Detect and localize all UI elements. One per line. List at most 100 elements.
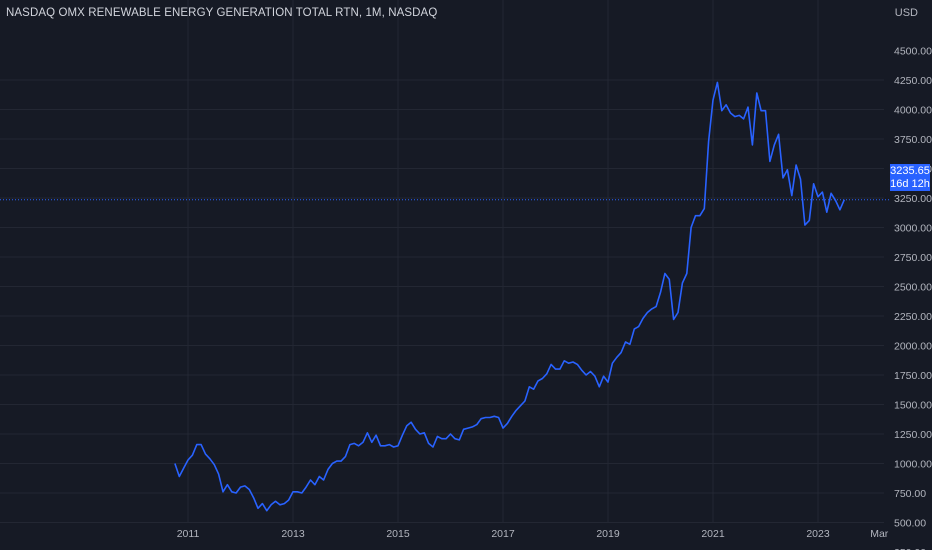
y-tick-label: 250.00 xyxy=(894,547,926,550)
y-tick-label: 4500.00 xyxy=(894,46,932,58)
data-point xyxy=(336,460,338,462)
y-tick-label: 3250.00 xyxy=(894,193,932,205)
data-point xyxy=(822,191,824,193)
data-point xyxy=(266,510,268,512)
data-point xyxy=(537,380,539,382)
data-point xyxy=(577,364,579,366)
axes: 250.00 500.00 750.00 1000.00 1250.00 1500.00 1… xyxy=(177,46,932,550)
data-point xyxy=(703,208,705,210)
data-point xyxy=(187,459,189,461)
data-point xyxy=(305,486,307,488)
data-point xyxy=(292,491,294,493)
data-point xyxy=(839,209,841,211)
data-point xyxy=(502,427,504,429)
data-point xyxy=(603,375,605,377)
data-point xyxy=(200,444,202,446)
y-tick-label: 2750.00 xyxy=(894,252,932,264)
data-point xyxy=(791,195,793,197)
data-point xyxy=(253,497,255,499)
data-point xyxy=(572,361,574,363)
last-price-value: 3235.65 xyxy=(890,165,930,177)
y-tick-label: 4250.00 xyxy=(894,75,932,87)
y-tick-label: 2000.00 xyxy=(894,341,932,353)
data-point xyxy=(555,368,557,370)
data-point xyxy=(419,433,421,435)
data-point xyxy=(752,144,754,146)
data-point xyxy=(240,486,242,488)
data-point xyxy=(612,362,614,364)
data-point xyxy=(760,110,762,112)
x-tick-label: 2017 xyxy=(491,528,515,540)
data-point xyxy=(314,484,316,486)
x-tick-label: 2015 xyxy=(386,528,410,540)
data-point xyxy=(638,326,640,328)
data-point xyxy=(445,438,447,440)
data-point xyxy=(415,428,417,430)
data-point xyxy=(598,386,600,388)
data-point xyxy=(813,183,815,185)
data-point xyxy=(349,444,351,446)
data-point xyxy=(297,491,299,493)
data-point xyxy=(213,464,215,466)
data-point xyxy=(620,352,622,354)
data-point xyxy=(655,306,657,308)
data-point xyxy=(590,371,592,373)
grid-lines xyxy=(0,0,884,523)
data-point xyxy=(345,456,347,458)
data-point xyxy=(712,99,714,101)
x-tick-label: 2013 xyxy=(281,528,305,540)
data-point xyxy=(437,436,439,438)
data-point xyxy=(218,473,220,475)
data-point xyxy=(520,405,522,407)
data-point xyxy=(489,417,491,419)
data-point xyxy=(800,178,802,180)
data-point xyxy=(227,484,229,486)
data-point xyxy=(222,491,224,493)
data-point xyxy=(625,341,627,343)
x-tick-label: Mar xyxy=(870,528,889,540)
data-point xyxy=(196,444,198,446)
data-point xyxy=(804,224,806,226)
data-point xyxy=(533,388,535,390)
data-point xyxy=(244,485,246,487)
y-tick-label: 1500.00 xyxy=(894,400,932,412)
data-point xyxy=(808,220,810,222)
data-point xyxy=(647,312,649,314)
data-point xyxy=(402,434,404,436)
data-point xyxy=(695,215,697,217)
x-tick-label: 2011 xyxy=(177,528,200,540)
data-point xyxy=(428,443,430,445)
data-point xyxy=(515,410,517,412)
data-point xyxy=(594,375,596,377)
data-point xyxy=(340,460,342,462)
data-point xyxy=(730,112,732,114)
data-point xyxy=(327,469,329,471)
data-point xyxy=(642,318,644,320)
series-line xyxy=(174,81,846,512)
data-point xyxy=(388,444,390,446)
data-point xyxy=(454,438,456,440)
data-point xyxy=(270,504,272,506)
data-point xyxy=(524,400,526,402)
x-tick-label: 2019 xyxy=(596,528,620,540)
data-point xyxy=(542,378,544,380)
data-point xyxy=(472,426,474,428)
data-point xyxy=(690,227,692,229)
data-point xyxy=(174,463,176,465)
y-tick-label: 2500.00 xyxy=(894,282,932,294)
data-point xyxy=(493,416,495,418)
data-point xyxy=(450,433,452,435)
y-tick-label: 750.00 xyxy=(894,488,926,500)
data-point xyxy=(458,439,460,441)
data-point xyxy=(826,211,828,213)
data-point xyxy=(725,104,727,106)
data-point xyxy=(248,489,250,491)
data-point xyxy=(660,292,662,294)
data-point xyxy=(380,445,382,447)
data-point xyxy=(178,476,180,478)
data-point xyxy=(235,492,237,494)
chart-title: NASDAQ OMX RENEWABLE ENERGY GENERATION T… xyxy=(6,7,438,19)
data-point xyxy=(747,106,749,108)
data-point xyxy=(765,110,767,112)
